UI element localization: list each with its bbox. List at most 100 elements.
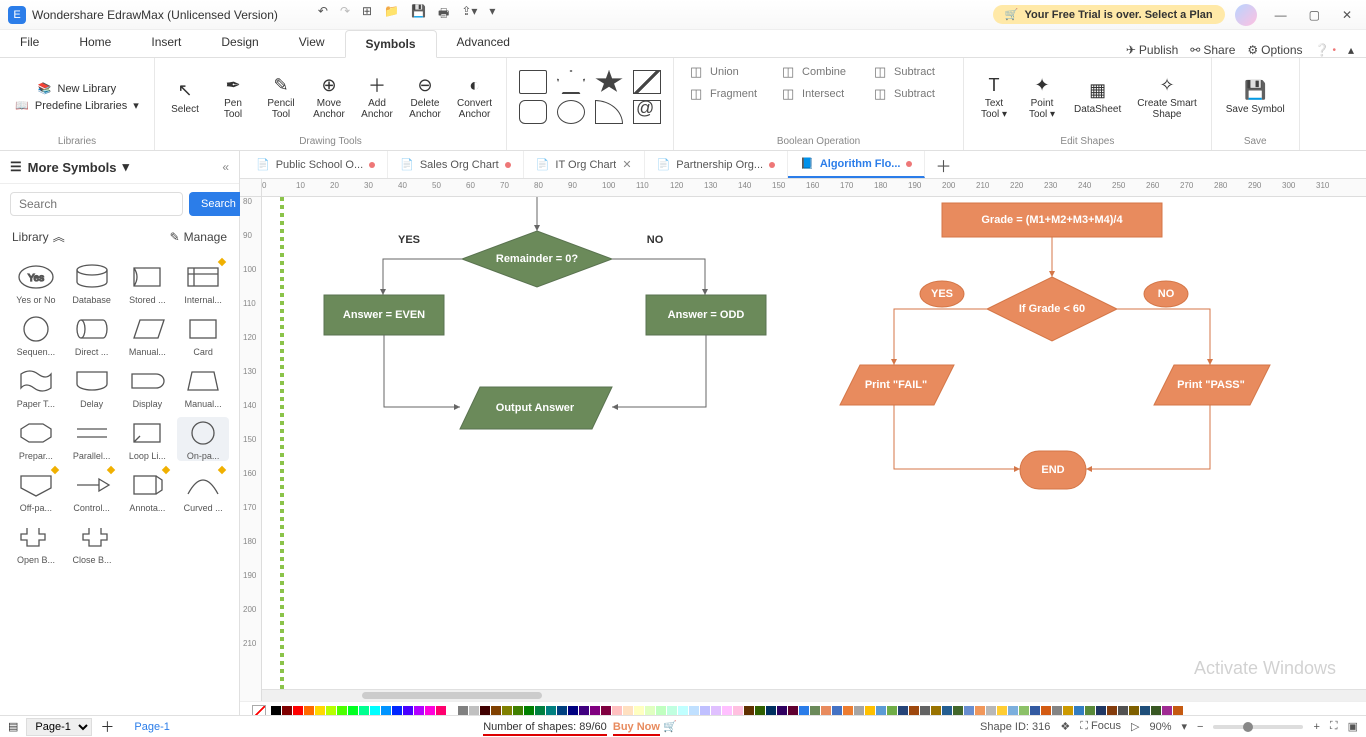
color-swatch[interactable]: [1140, 706, 1150, 716]
zoom-in-button[interactable]: +: [1313, 721, 1319, 733]
color-swatch[interactable]: [414, 706, 424, 716]
color-swatch[interactable]: [381, 706, 391, 716]
library-shape[interactable]: Delay: [66, 365, 118, 409]
predefine-libraries-button[interactable]: 📖 Predefine Libraries▾: [15, 99, 139, 112]
library-shape[interactable]: Card: [177, 313, 229, 357]
color-swatch[interactable]: [436, 706, 446, 716]
add-page-button[interactable]: ＋: [100, 717, 114, 737]
save-symbol-button[interactable]: 💾 Save Symbol: [1220, 78, 1291, 117]
document-tab[interactable]: 📄Public School O...: [244, 151, 388, 178]
bool-op[interactable]: ◫Subtract: [866, 62, 954, 82]
library-toggle[interactable]: Library ︽: [12, 228, 65, 245]
options-button[interactable]: ⚙ Options: [1247, 43, 1302, 57]
color-swatch[interactable]: [579, 706, 589, 716]
color-swatch[interactable]: [568, 706, 578, 716]
buy-now-link[interactable]: Buy Now: [613, 721, 660, 736]
color-swatch[interactable]: [1041, 706, 1051, 716]
color-swatch[interactable]: [392, 706, 402, 716]
menu-tab-advanced[interactable]: Advanced: [437, 29, 530, 57]
color-swatch[interactable]: [546, 706, 556, 716]
color-swatch[interactable]: [843, 706, 853, 716]
color-swatch[interactable]: [623, 706, 633, 716]
color-swatch[interactable]: [821, 706, 831, 716]
print-icon[interactable]: 🖶: [438, 4, 449, 25]
library-shape[interactable]: Close B...: [66, 521, 118, 565]
library-shape[interactable]: Annota...: [122, 469, 174, 513]
color-swatch[interactable]: [722, 706, 732, 716]
library-shape[interactable]: Open B...: [10, 521, 62, 565]
color-swatch[interactable]: [645, 706, 655, 716]
color-swatch[interactable]: [1129, 706, 1139, 716]
color-swatch[interactable]: [425, 706, 435, 716]
color-swatch[interactable]: [1052, 706, 1062, 716]
color-swatch[interactable]: [1118, 706, 1128, 716]
open-icon[interactable]: 📁: [384, 4, 399, 25]
library-shape[interactable]: Internal...: [177, 261, 229, 305]
library-shape[interactable]: Database: [66, 261, 118, 305]
color-swatch[interactable]: [832, 706, 842, 716]
layers-icon[interactable]: ❖: [1060, 720, 1070, 733]
maximize-icon[interactable]: ▢: [1303, 6, 1326, 24]
user-avatar[interactable]: [1235, 4, 1257, 26]
menu-tab-design[interactable]: Design: [201, 29, 278, 57]
color-swatch[interactable]: [513, 706, 523, 716]
color-swatch[interactable]: [865, 706, 875, 716]
color-swatch[interactable]: [876, 706, 886, 716]
color-swatch[interactable]: [920, 706, 930, 716]
color-swatch[interactable]: [502, 706, 512, 716]
more-symbols-button[interactable]: ☰ More Symbols▾: [10, 159, 129, 175]
draw-tool[interactable]: ＋AddAnchor: [355, 72, 399, 122]
no-color[interactable]: [252, 705, 266, 716]
color-swatch[interactable]: [271, 706, 281, 716]
color-swatch[interactable]: [315, 706, 325, 716]
h-scrollbar[interactable]: [262, 689, 1366, 701]
color-swatch[interactable]: [282, 706, 292, 716]
color-swatch[interactable]: [1173, 706, 1183, 716]
draw-tool[interactable]: ✎PencilTool: [259, 72, 303, 122]
color-swatch[interactable]: [403, 706, 413, 716]
color-swatch[interactable]: [997, 706, 1007, 716]
color-swatch[interactable]: [337, 706, 347, 716]
draw-tool[interactable]: ◐ConvertAnchor: [451, 72, 498, 122]
document-tab[interactable]: 📄Partnership Org...: [645, 151, 789, 178]
save-icon[interactable]: 💾: [411, 4, 426, 25]
color-swatch[interactable]: [359, 706, 369, 716]
color-swatch[interactable]: [975, 706, 985, 716]
edit-tool[interactable]: ✧Create SmartShape: [1131, 72, 1202, 122]
document-tab[interactable]: 📘Algorithm Flo...: [788, 151, 925, 178]
zoom-slider[interactable]: [1213, 725, 1303, 729]
zoom-out-button[interactable]: −: [1197, 721, 1203, 733]
new-icon[interactable]: ⊞: [362, 4, 372, 25]
color-swatch[interactable]: [1008, 706, 1018, 716]
fit-page-icon[interactable]: ⛶: [1330, 720, 1338, 733]
color-swatch[interactable]: [458, 706, 468, 716]
bool-op[interactable]: ◫Union: [682, 62, 770, 82]
color-swatch[interactable]: [810, 706, 820, 716]
library-shape[interactable]: Direct ...: [66, 313, 118, 357]
pentagon-shape[interactable]: [557, 70, 585, 94]
color-swatch[interactable]: [964, 706, 974, 716]
focus-button[interactable]: ⛶ Focus: [1080, 720, 1121, 733]
library-shape[interactable]: YesYes or No: [10, 261, 62, 305]
color-swatch[interactable]: [898, 706, 908, 716]
menu-tab-file[interactable]: File: [0, 29, 59, 57]
color-swatch[interactable]: [678, 706, 688, 716]
color-swatch[interactable]: [601, 706, 611, 716]
color-swatch[interactable]: [1096, 706, 1106, 716]
color-swatch[interactable]: [799, 706, 809, 716]
bool-op[interactable]: ◫Intersect: [774, 84, 862, 104]
color-swatch[interactable]: [656, 706, 666, 716]
color-swatch[interactable]: [777, 706, 787, 716]
draw-tool[interactable]: ⊖DeleteAnchor: [403, 72, 447, 122]
color-swatch[interactable]: [942, 706, 952, 716]
color-swatch[interactable]: [755, 706, 765, 716]
document-tab[interactable]: 📄IT Org Chart✕: [524, 151, 645, 178]
color-swatch[interactable]: [689, 706, 699, 716]
color-swatch[interactable]: [711, 706, 721, 716]
library-shape[interactable]: Loop Li...: [122, 417, 174, 461]
color-swatch[interactable]: [953, 706, 963, 716]
color-swatch[interactable]: [986, 706, 996, 716]
library-shape[interactable]: Paper T...: [10, 365, 62, 409]
library-shape[interactable]: Prepar...: [10, 417, 62, 461]
color-swatch[interactable]: [447, 706, 457, 716]
